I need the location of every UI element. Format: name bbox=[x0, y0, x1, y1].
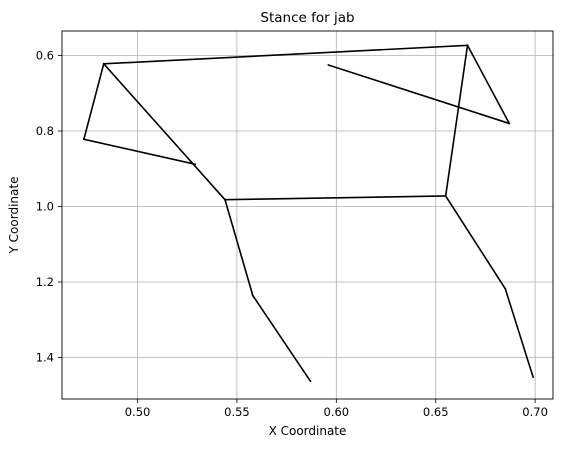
y-axis-ticks: 0.6 0.8 1.0 1.2 1.4 bbox=[36, 49, 62, 364]
skeleton-lines bbox=[82, 44, 535, 383]
y-axis-label: Y Coordinate bbox=[7, 177, 21, 255]
x-tick-label: 0.70 bbox=[522, 405, 548, 419]
skeleton-segment-6 bbox=[444, 44, 469, 197]
plot-area-frame bbox=[61, 30, 554, 400]
grid bbox=[62, 31, 553, 399]
skeleton-segment-2 bbox=[327, 63, 511, 125]
skeleton-segment-3 bbox=[82, 62, 105, 141]
y-tick-label: 1.0 bbox=[36, 200, 54, 214]
skeleton-segment-0 bbox=[102, 44, 469, 65]
skeleton-segment-7 bbox=[224, 195, 447, 201]
skeleton-segment-5 bbox=[102, 62, 227, 201]
x-tick-label: 0.50 bbox=[125, 405, 151, 419]
skeleton-segment-9 bbox=[251, 294, 312, 383]
x-tick-label: 0.65 bbox=[423, 405, 449, 419]
y-tick-label: 1.4 bbox=[36, 350, 54, 364]
chart-title: Stance for jab bbox=[260, 10, 354, 26]
y-tick-label: 1.2 bbox=[36, 275, 54, 289]
y-tick-label: 0.8 bbox=[36, 124, 54, 138]
skeleton-segment-11 bbox=[504, 287, 535, 379]
skeleton-segment-4 bbox=[82, 138, 197, 166]
skeleton-segment-10 bbox=[444, 194, 507, 290]
x-axis-label: X Coordinate bbox=[269, 424, 347, 438]
x-tick-label: 0.55 bbox=[224, 405, 250, 419]
x-axis-ticks: 0.50 0.55 0.60 0.65 0.70 bbox=[125, 399, 548, 419]
skeleton-segment-8 bbox=[224, 198, 254, 297]
skeleton-segment-1 bbox=[466, 44, 511, 125]
y-tick-label: 0.6 bbox=[36, 49, 54, 63]
x-tick-label: 0.60 bbox=[324, 405, 350, 419]
